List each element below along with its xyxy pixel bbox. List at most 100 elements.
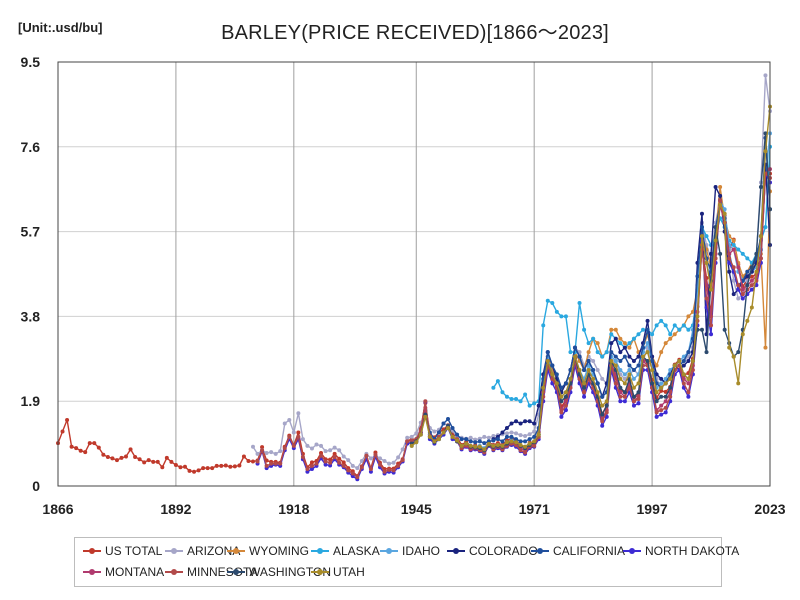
data-point [609,332,614,337]
data-point [282,446,287,451]
data-point [532,421,537,426]
data-point [241,454,246,459]
y-tick-label: 7.6 [21,139,41,155]
data-point [355,475,360,480]
data-point [613,336,618,341]
data-point [78,448,83,453]
data-point [654,414,659,419]
data-point [446,417,451,422]
data-point [323,449,328,454]
data-point [763,131,768,136]
data-point [518,442,523,447]
x-tick-label: 1945 [401,501,432,517]
data-point [686,327,691,332]
data-point [609,350,614,355]
data-point [509,434,514,439]
data-point [554,372,559,377]
data-point [391,460,396,465]
data-point [423,414,428,419]
legend-label: MONTANA [105,565,165,579]
data-point [618,385,623,390]
data-point [577,367,582,372]
data-point [151,459,156,464]
legend-label: MINNESOTA [187,565,258,579]
data-point [663,405,668,410]
data-point [536,432,541,437]
data-point [731,242,736,247]
data-point [668,385,673,390]
data-point [636,363,641,368]
data-point [60,429,65,434]
data-point [586,350,591,355]
legend-swatch [311,569,329,575]
data-point [749,278,754,283]
data-point [563,390,568,395]
data-point [482,441,487,446]
data-point [414,431,419,436]
data-point [749,265,754,270]
data-point [532,443,537,448]
legend-item: CALIFORNIA [531,544,625,558]
legend-item: IDAHO [380,544,440,558]
data-point [264,450,269,455]
data-point [319,453,324,458]
data-point [631,399,636,404]
data-point [427,434,432,439]
data-point [627,367,632,372]
data-point [504,434,509,439]
data-point [636,390,641,395]
data-point [545,298,550,303]
data-point [337,448,342,453]
data-point [686,314,691,319]
data-point [119,455,124,460]
data-point [114,458,119,463]
unit-label: [Unit:.usd/bu] [18,20,103,35]
data-point [745,318,750,323]
data-point [627,345,632,350]
data-point [178,465,183,470]
data-point [763,225,768,230]
data-point [754,269,759,274]
data-point [173,463,178,468]
data-point [641,354,646,359]
data-point [736,296,741,301]
data-point [736,283,741,288]
data-point [282,421,287,426]
x-tick-label: 2023 [754,501,785,517]
data-point [514,440,519,445]
data-point [187,468,192,473]
data-point [468,443,473,448]
data-point [382,469,387,474]
y-tick-label: 9.5 [21,54,41,70]
legend-label: WYOMING [249,544,309,558]
data-point [745,256,750,261]
data-point [296,434,301,439]
data-point [631,394,636,399]
data-point [736,265,741,270]
data-point [659,350,664,355]
data-point [709,323,714,328]
y-tick-label: 5.7 [21,224,41,240]
data-point [672,332,677,337]
data-point [609,341,614,346]
data-point [641,327,646,332]
data-point [727,269,732,274]
data-point [464,441,469,446]
data-point [169,459,174,464]
data-point [736,381,741,386]
plot-frame [57,61,771,487]
data-point [545,350,550,355]
data-point [491,438,496,443]
data-point [287,417,292,422]
data-point [758,184,763,189]
data-point [627,363,632,368]
data-point [468,435,473,440]
data-point [464,437,469,442]
data-point [722,211,727,216]
data-point [758,234,763,239]
data-point [582,385,587,390]
data-point [677,359,682,364]
data-point [699,225,704,230]
data-point [273,461,278,466]
data-point [659,403,664,408]
